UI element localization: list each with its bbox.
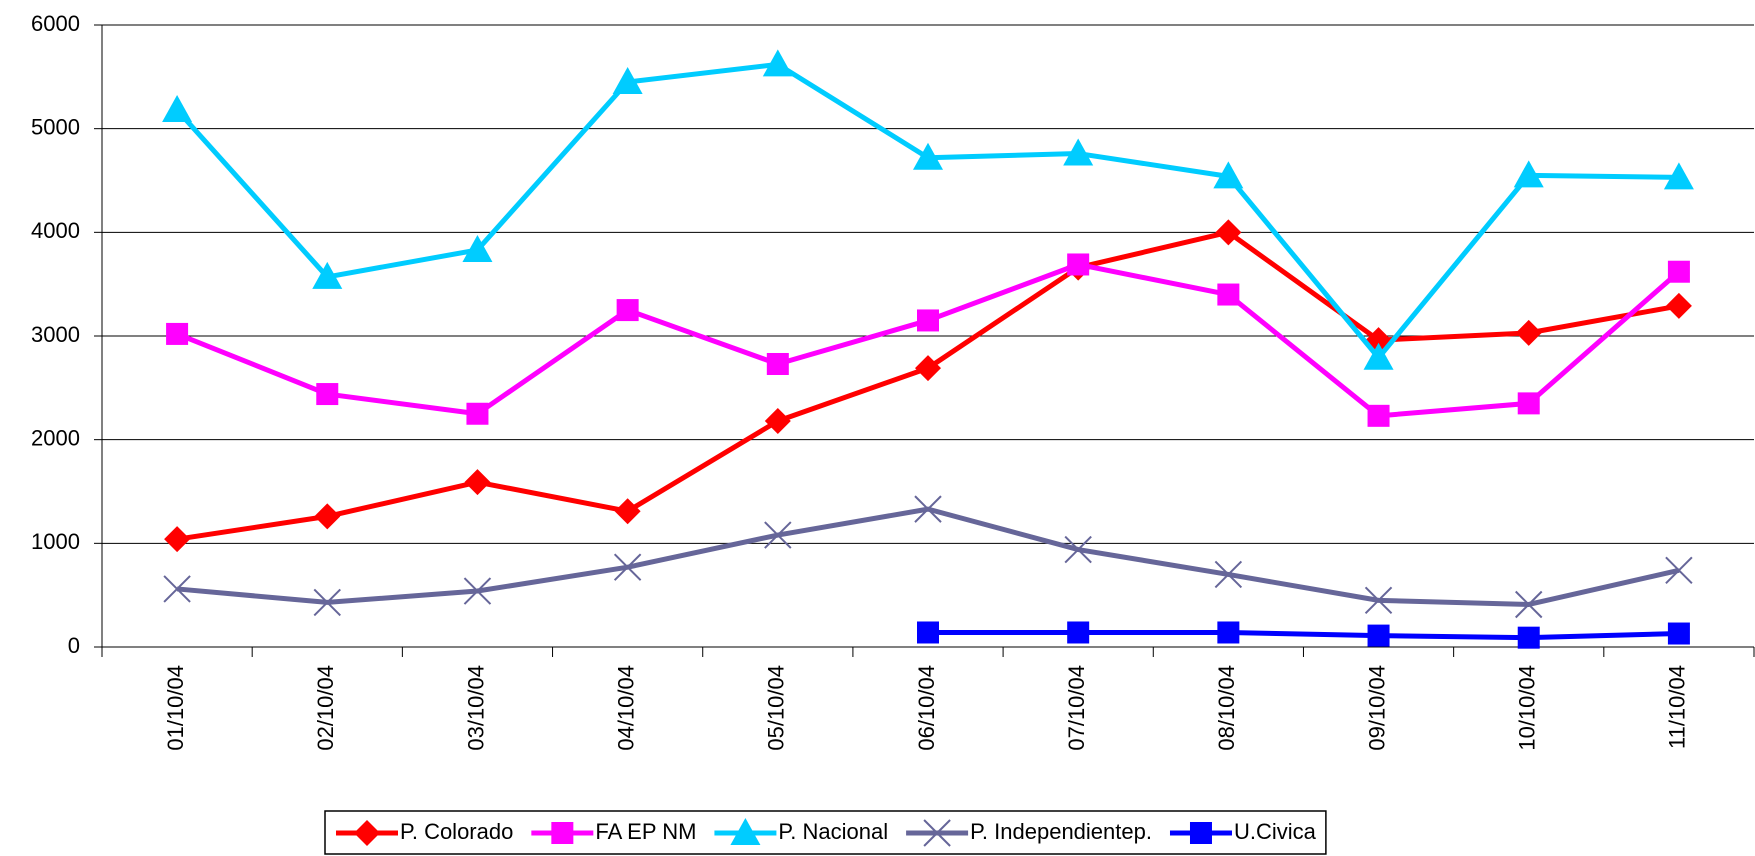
y-tick-label: 0: [68, 633, 80, 658]
x-tick-label: 04/10/04: [613, 665, 638, 751]
marker: [1515, 590, 1543, 619]
x-tick-label: 05/10/04: [764, 665, 789, 751]
marker: [1364, 586, 1393, 615]
marker: [764, 408, 791, 435]
marker: [1213, 161, 1244, 189]
marker: [1667, 622, 1690, 645]
x-tick-label: 09/10/04: [1364, 665, 1389, 751]
x-tick-label: 10/10/04: [1515, 665, 1540, 751]
legend-label: P. Independientep.: [970, 819, 1152, 844]
marker: [1665, 292, 1692, 319]
marker: [466, 402, 489, 425]
marker: [1063, 138, 1094, 166]
y-tick-label: 5000: [31, 114, 80, 139]
marker: [917, 309, 939, 332]
marker: [166, 322, 189, 345]
marker: [1217, 621, 1240, 644]
marker: [462, 234, 493, 262]
legend-box: [324, 810, 1327, 855]
marker: [764, 521, 792, 549]
marker: [913, 142, 943, 170]
marker: [1217, 283, 1240, 306]
marker: [915, 355, 941, 382]
marker: [551, 822, 574, 844]
y-tick-label: 1000: [31, 529, 80, 554]
marker: [923, 819, 951, 847]
marker: [1517, 626, 1540, 649]
marker: [614, 498, 641, 525]
marker: [1667, 260, 1690, 283]
marker: [314, 503, 341, 530]
series-line: [176, 229, 1680, 542]
y-tick-label: 6000: [31, 11, 80, 36]
marker: [1215, 219, 1242, 246]
y-tick-label: 3000: [31, 322, 80, 347]
marker: [762, 49, 793, 77]
x-tick-label: 08/10/04: [1214, 665, 1239, 751]
y-tick-label: 2000: [31, 425, 80, 450]
marker: [162, 95, 193, 123]
x-tick-label: 07/10/04: [1064, 665, 1089, 751]
x-tick-label: 06/10/04: [914, 665, 939, 751]
marker: [463, 577, 492, 605]
marker: [1363, 342, 1394, 370]
marker: [1067, 621, 1090, 644]
legend-label: P. Nacional: [778, 819, 888, 844]
y-tick-label: 4000: [31, 218, 80, 243]
marker: [313, 588, 341, 617]
marker: [766, 352, 789, 375]
marker: [917, 621, 939, 644]
x-tick-label: 01/10/04: [163, 665, 188, 751]
marker: [730, 818, 761, 845]
x-tick-label: 03/10/04: [463, 665, 488, 751]
legend: P. Colorado FA EP NM P. Nacional P. Indepen…: [324, 810, 1327, 855]
marker: [354, 820, 380, 846]
marker: [1663, 162, 1694, 190]
x-tick-label: 02/10/04: [313, 665, 338, 751]
marker: [1367, 624, 1390, 647]
marker: [163, 575, 191, 603]
marker: [616, 299, 639, 322]
marker: [1067, 253, 1090, 276]
x-tick-label: 11/10/04: [1665, 665, 1690, 749]
marker: [164, 526, 191, 553]
marker: [1214, 560, 1243, 589]
marker: [1367, 404, 1390, 427]
marker: [1064, 535, 1092, 564]
marker: [1665, 556, 1693, 584]
legend-label: U.Civica: [1234, 819, 1317, 844]
series-line: [176, 506, 1680, 607]
marker: [613, 553, 642, 581]
marker: [316, 383, 339, 406]
marker: [464, 469, 491, 496]
marker: [612, 67, 643, 95]
legend-label: FA EP NM: [595, 819, 696, 844]
marker: [914, 495, 942, 523]
marker: [312, 261, 343, 289]
marker: [1515, 319, 1542, 346]
marker: [1513, 160, 1544, 188]
series-line: [176, 261, 1681, 419]
marker: [1189, 822, 1212, 844]
legend-label: P. Colorado: [400, 819, 513, 844]
series-line: [928, 629, 1679, 641]
marker: [1517, 392, 1540, 415]
